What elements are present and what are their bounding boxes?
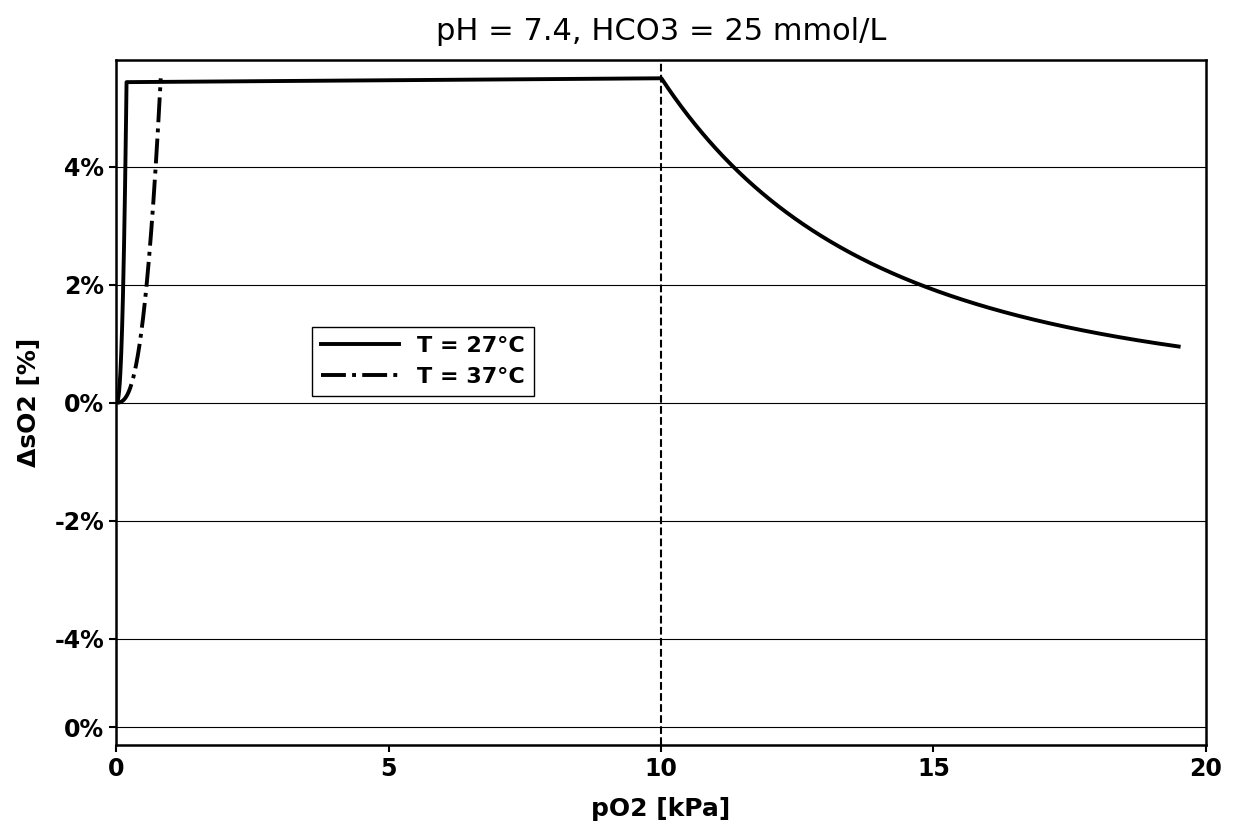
Line: T = 27°C: T = 27°C — [118, 78, 1178, 402]
Legend: T = 27°C, T = 37°C: T = 27°C, T = 37°C — [312, 327, 534, 396]
T = 37°C — [110, 397, 125, 407]
T = 37°C — [116, 395, 131, 405]
T = 37°C — [126, 370, 141, 380]
T = 27°C — [1137, 336, 1152, 346]
T = 27°C — [705, 140, 720, 150]
T = 27°C — [817, 232, 831, 242]
T = 37°C — [154, 73, 169, 83]
T = 27°C — [1017, 313, 1032, 323]
X-axis label: pO2 [kPa]: pO2 [kPa] — [591, 797, 731, 821]
Line: T = 37°C: T = 37°C — [118, 78, 161, 403]
Y-axis label: ΔsO2 [%]: ΔsO2 [%] — [16, 338, 41, 468]
T = 37°C — [123, 385, 138, 395]
T = 27°C — [1051, 320, 1066, 330]
T = 37°C — [114, 396, 129, 406]
T = 37°C — [150, 135, 165, 145]
T = 27°C — [654, 73, 669, 83]
T = 27°C — [947, 292, 961, 303]
T = 27°C — [110, 397, 125, 407]
T = 37°C — [110, 398, 125, 408]
Title: pH = 7.4, HCO3 = 25 mmol/L: pH = 7.4, HCO3 = 25 mmol/L — [436, 17, 886, 45]
T = 27°C — [1171, 341, 1186, 351]
